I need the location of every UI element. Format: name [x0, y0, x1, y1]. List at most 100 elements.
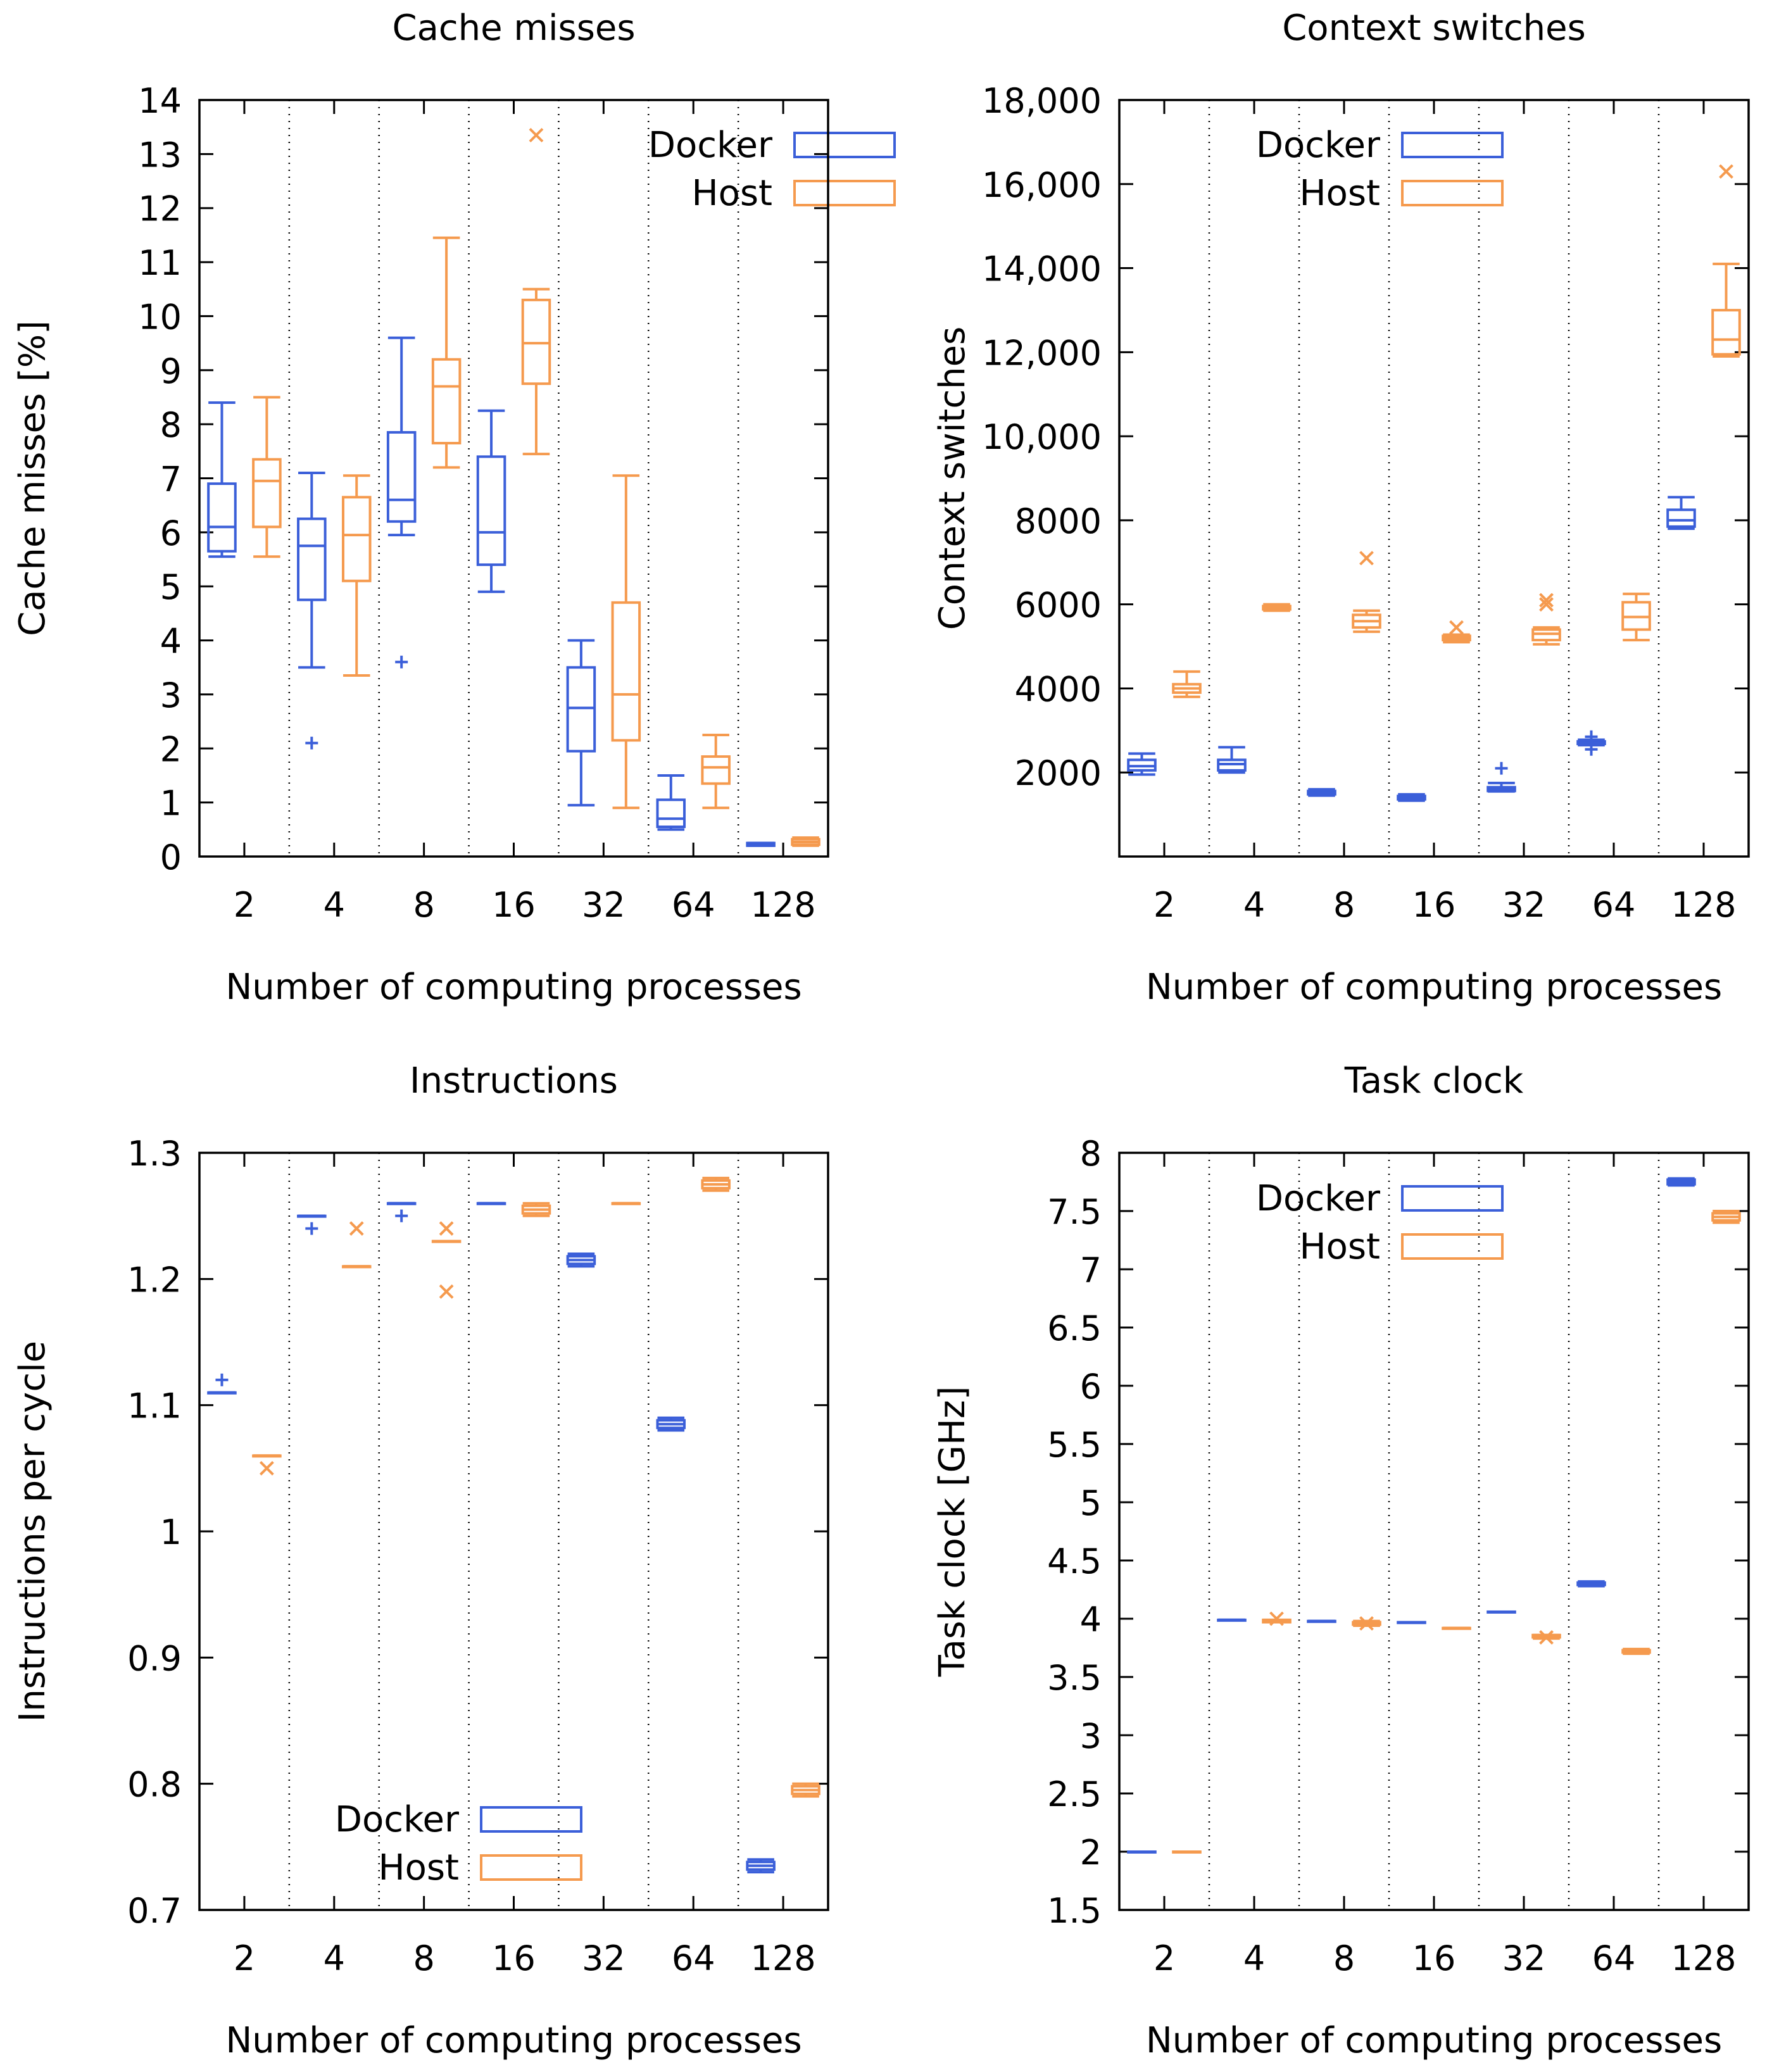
box-body [701, 755, 731, 785]
outlier-point [1539, 593, 1554, 608]
x-tick-label: 16 [492, 885, 536, 925]
legend-swatch-host [793, 180, 896, 206]
box-docker-128 [746, 1858, 776, 1874]
x-tick-label: 8 [1333, 1938, 1355, 1978]
box-body [566, 666, 596, 753]
legend-swatch-host [1401, 1233, 1504, 1260]
y-tick-label: 5 [160, 567, 182, 607]
y-tick-label: 1.2 [127, 1260, 182, 1300]
y-tick-label: 0.8 [127, 1765, 182, 1805]
y-tick-label: 3 [160, 675, 182, 715]
box-body [521, 298, 551, 386]
legend-label: Docker [648, 125, 773, 166]
box-docker-4 [1217, 1618, 1247, 1622]
x-tick-label: 64 [1592, 885, 1636, 925]
x-tick-label: 2 [1154, 885, 1175, 925]
box-host-4 [341, 474, 372, 677]
outlier-point [349, 1221, 364, 1236]
x-tick-label: 8 [413, 1938, 434, 1978]
outlier-point [1269, 1611, 1284, 1626]
y-tick-label: 2.5 [1047, 1774, 1102, 1814]
x-tick-label: 32 [582, 885, 625, 925]
chart-legend: Docker Host [1256, 1178, 1504, 1267]
legend-label: Host [378, 1847, 459, 1888]
y-tick-label: 6 [160, 513, 182, 553]
x-tick-label: 4 [324, 885, 345, 925]
box-host-8 [431, 1221, 462, 1299]
box-docker-64 [656, 1416, 686, 1432]
x-tick-label: 128 [751, 1938, 816, 1978]
box-host-64 [701, 733, 731, 810]
y-tick-label: 8000 [1015, 501, 1102, 541]
y-tick-label: 8 [160, 405, 182, 445]
y-tick-label: 12 [138, 189, 182, 229]
box-body [386, 430, 417, 523]
box-docker-8 [386, 336, 417, 669]
y-tick-label: 6 [1080, 1367, 1102, 1407]
y-tick-label: 18,000 [982, 81, 1102, 121]
box-host-16 [521, 128, 551, 456]
box-body [1711, 308, 1741, 356]
outlier-point [1585, 730, 1598, 743]
box-host-2 [252, 396, 282, 558]
box-host-128 [791, 1782, 820, 1798]
box-body [1666, 508, 1696, 528]
box-body [476, 455, 506, 567]
y-tick-label: 4 [160, 622, 182, 662]
x-tick-label: 64 [672, 1938, 715, 1978]
legend-label: Host [1299, 1226, 1380, 1267]
box-docker-2 [207, 401, 237, 558]
box-body [611, 601, 641, 742]
legend-label: Host [691, 173, 772, 214]
x-tick-label: 4 [1243, 885, 1265, 925]
y-tick-label: 7 [1080, 1250, 1102, 1290]
outlier-point [529, 128, 544, 142]
plot-frame [1118, 99, 1750, 858]
box-host-32 [1531, 593, 1561, 646]
y-tick-label: 0.9 [127, 1638, 182, 1678]
box-host-2 [252, 1454, 282, 1476]
y-axis-label: Context switches [932, 327, 973, 631]
box-docker-64 [656, 774, 686, 831]
outlier-point [1539, 1630, 1554, 1645]
y-tick-label: 2 [1080, 1833, 1102, 1873]
box-host-8 [1352, 551, 1381, 633]
legend-label: Docker [335, 1799, 460, 1840]
y-tick-label: 10,000 [982, 417, 1102, 457]
outlier-point [1585, 743, 1598, 756]
box-body [431, 358, 462, 445]
box-body [297, 517, 327, 601]
y-tick-label: 1.1 [127, 1386, 182, 1426]
box-docker-128 [1666, 1177, 1696, 1187]
outlier-point [395, 1209, 408, 1222]
box-host-32 [611, 474, 641, 810]
box-body [341, 496, 372, 582]
box-host-64 [1621, 1647, 1651, 1655]
box-host-128 [1711, 164, 1741, 358]
outlier-point [395, 655, 408, 669]
chart-title: Task clock [1344, 1060, 1524, 1102]
y-tick-label: 14,000 [982, 249, 1102, 289]
y-tick-label: 3 [1080, 1716, 1102, 1756]
outlier-point [1495, 762, 1508, 775]
legend-swatch-docker [1401, 1185, 1504, 1212]
box-docker-32 [566, 639, 596, 807]
y-tick-label: 7 [160, 460, 182, 499]
x-tick-label: 2 [1154, 1938, 1175, 1978]
legend-label: Host [1299, 173, 1380, 214]
y-tick-label: 12,000 [982, 333, 1102, 373]
x-axis-label: Number of computing processes [225, 967, 801, 1008]
y-tick-label: 1 [160, 784, 182, 824]
y-tick-label: 3.5 [1047, 1658, 1102, 1698]
legend-swatch-docker [480, 1806, 582, 1833]
box-host-128 [1711, 1210, 1741, 1224]
box-docker-64 [1576, 730, 1606, 756]
y-tick-label: 4.5 [1047, 1541, 1102, 1581]
y-tick-label: 7.5 [1047, 1192, 1102, 1232]
legend-label: Docker [1256, 1178, 1381, 1219]
box-host-4 [341, 1221, 372, 1269]
x-tick-label: 32 [1502, 885, 1546, 925]
box-host-2 [1172, 670, 1202, 698]
